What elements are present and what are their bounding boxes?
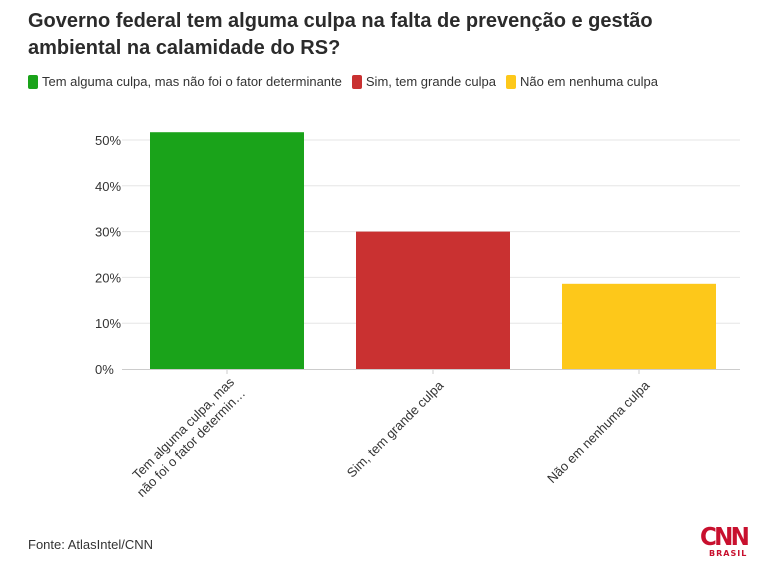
x-tick-label: Tem alguma culpa, masnão foi o fator det… (123, 374, 249, 500)
legend-swatch-red (351, 74, 362, 89)
bar (562, 283, 716, 369)
y-tick-label: 0% (95, 362, 114, 377)
y-tick-label: 30% (95, 225, 121, 240)
chart-legend: Tem alguma culpa, mas não foi o fator de… (28, 74, 658, 89)
legend-item-green[interactable]: Tem alguma culpa, mas não foi o fator de… (28, 74, 342, 89)
chart-title: Governo federal tem alguma culpa na falt… (28, 10, 653, 59)
bar (356, 231, 510, 369)
logo-main-text: CNN (700, 522, 750, 551)
x-tick-label: Não em nenhuma culpa (544, 377, 653, 486)
y-tick-label: 10% (95, 316, 121, 331)
legend-item-yellow[interactable]: Não em nenhuma culpa (505, 74, 658, 89)
y-tick-label: 20% (95, 270, 121, 285)
x-tick-label: Sim, tem grande culpa (344, 377, 447, 480)
bar (150, 132, 304, 369)
x-tick-label-line: Sim, tem grande culpa (344, 377, 447, 480)
legend-item-red[interactable]: Sim, tem grande culpa (351, 74, 496, 89)
y-tick-label: 40% (95, 179, 121, 194)
y-tick-label: 50% (95, 133, 121, 148)
legend-label-red: Sim, tem grande culpa (365, 74, 496, 89)
x-tick-label-line: não foi o fator determin… (134, 386, 248, 500)
legend-label-yellow: Não em nenhuma culpa (519, 74, 658, 89)
legend-swatch-yellow (505, 74, 516, 89)
legend-swatch-green (28, 74, 38, 89)
source-note: Fonte: AtlasIntel/CNN (28, 537, 153, 552)
cnn-brasil-logo: CNN BRASIL (700, 522, 756, 561)
legend-label-green: Tem alguma culpa, mas não foi o fator de… (42, 74, 342, 89)
x-tick-label-line: Não em nenhuma culpa (544, 377, 653, 486)
logo-sub-text: BRASIL (709, 549, 748, 558)
x-tick-label-line: Tem alguma culpa, mas (129, 374, 237, 482)
